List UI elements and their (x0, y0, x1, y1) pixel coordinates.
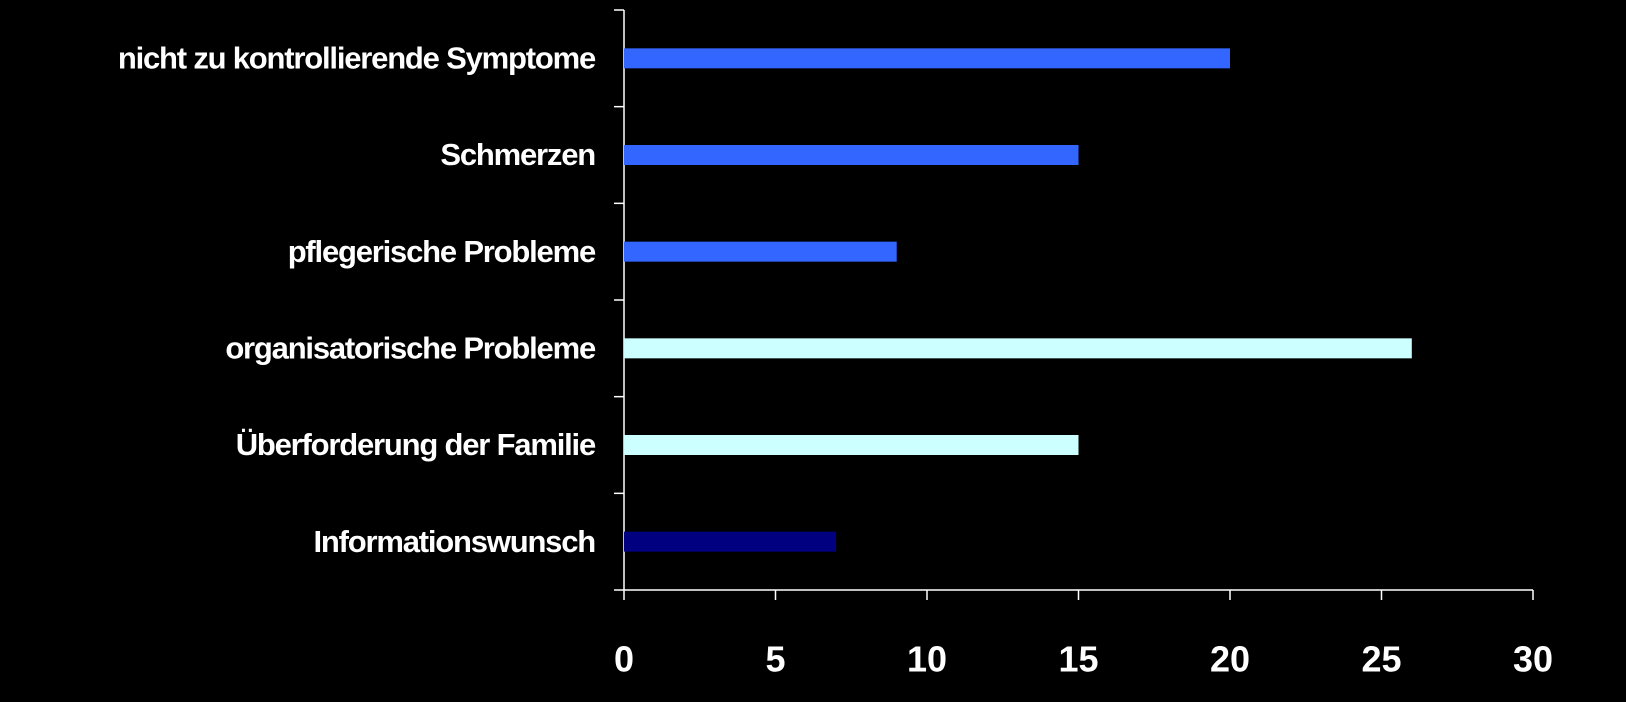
category-label: organisatorische Probleme (225, 331, 596, 366)
bar (624, 241, 897, 262)
bar (624, 338, 1412, 359)
category-label: Informationswunsch (313, 524, 595, 559)
category-label: Schmerzen (440, 137, 595, 172)
bar (624, 531, 837, 552)
x-tick-label: 30 (1513, 639, 1553, 680)
category-label: Überforderung der Familie (236, 427, 596, 462)
x-tick-label: 0 (614, 639, 634, 680)
x-tick-label: 25 (1361, 639, 1401, 680)
x-tick-label: 5 (765, 639, 785, 680)
category-label: pflegerische Probleme (288, 234, 596, 269)
category-label: nicht zu kontrollierende Symptome (118, 41, 596, 76)
x-tick-label: 10 (907, 639, 947, 680)
bar (624, 48, 1230, 69)
x-tick-label: 20 (1210, 639, 1250, 680)
x-tick-label: 15 (1058, 639, 1098, 680)
bar (624, 435, 1079, 455)
bar (624, 145, 1079, 165)
